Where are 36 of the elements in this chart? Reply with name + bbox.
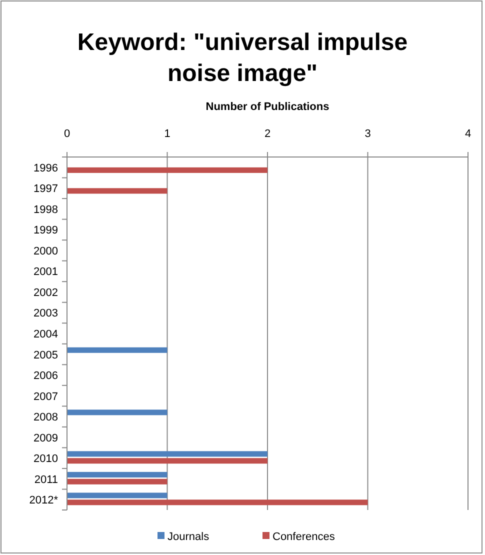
- y-tick-label: 2002: [34, 286, 58, 299]
- y-tick-label: 2008: [34, 412, 58, 424]
- y-tick-label: 2007: [34, 390, 58, 403]
- x-tick-label: 1: [164, 128, 170, 140]
- bar: [67, 347, 168, 353]
- y-tick-label: 2003: [34, 308, 58, 320]
- y-tick-label: 2011: [34, 474, 58, 486]
- x-tick-label: 0: [64, 128, 70, 140]
- x-axis-title: Number of Publications: [206, 101, 330, 113]
- bar: [67, 478, 168, 484]
- bar: [67, 492, 168, 498]
- y-tick-label: 1999: [34, 224, 58, 237]
- bar: [67, 500, 368, 506]
- y-tick-label: 2001: [34, 266, 58, 278]
- bar: [67, 188, 168, 194]
- y-tick-label: 1997: [34, 183, 58, 196]
- bar: [67, 167, 268, 173]
- bar: [67, 410, 168, 416]
- x-tick-label: 3: [364, 128, 371, 140]
- y-tick-label: 2005: [34, 349, 58, 362]
- y-tick-label: 2004: [34, 328, 58, 340]
- x-tick-label: 2: [264, 128, 271, 140]
- legend-label: Journals: [168, 531, 210, 543]
- bar: [67, 472, 168, 478]
- legend-label: Conferences: [272, 531, 336, 543]
- bar: [67, 458, 268, 464]
- bar: [67, 451, 268, 457]
- y-tick-label: 2006: [34, 370, 58, 382]
- x-tick-label: 4: [464, 128, 472, 140]
- y-tick-label: 2009: [34, 432, 58, 444]
- chart-title: Keyword: "universal impulse noise image": [77, 29, 408, 87]
- y-tick-label: 1996: [34, 162, 58, 174]
- y-tick-label: 2010: [34, 453, 58, 466]
- y-tick-label: 1998: [34, 204, 58, 216]
- y-tick-label: 2000: [34, 245, 58, 258]
- y-tick-label: 2012*: [29, 494, 59, 507]
